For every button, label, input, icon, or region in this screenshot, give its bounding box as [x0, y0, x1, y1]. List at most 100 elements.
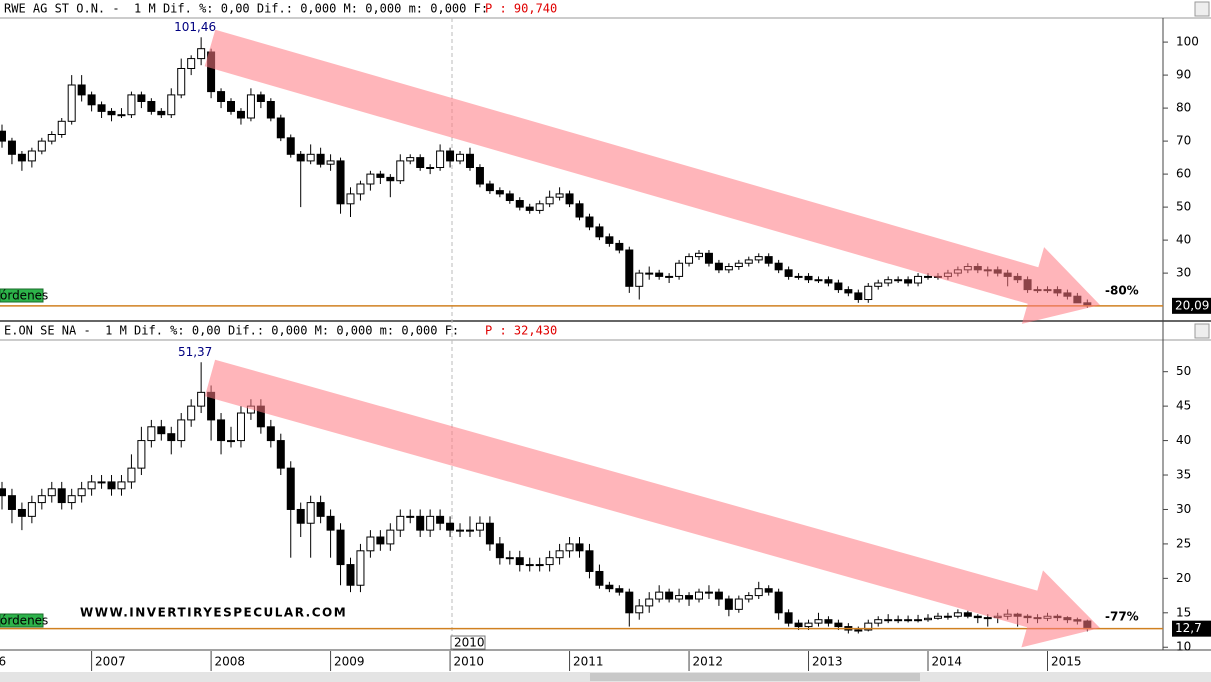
- candle-body: [565, 543, 574, 552]
- candle-body: [396, 515, 405, 531]
- candle-body: [127, 94, 136, 116]
- y-tick-label: 80: [1176, 101, 1191, 115]
- candle-body: [774, 591, 783, 614]
- candle-body: [336, 160, 345, 205]
- candle-body: [256, 94, 265, 102]
- candle-body: [933, 615, 942, 619]
- candle-body: [784, 612, 793, 624]
- change-label: -80%: [1105, 284, 1139, 298]
- candle-body: [665, 275, 674, 278]
- trend-arrow: [204, 359, 1100, 648]
- candle-body: [217, 91, 226, 102]
- candle-body: [77, 84, 86, 96]
- candle-body: [914, 619, 923, 622]
- candle-body: [505, 193, 514, 202]
- order-label: órdenes: [0, 614, 48, 628]
- candle-body: [824, 279, 833, 284]
- y-tick-label: 20: [1176, 571, 1191, 585]
- candle-body: [426, 167, 435, 170]
- candle-body: [456, 529, 465, 532]
- window-button[interactable]: [1194, 323, 1210, 339]
- candle-body: [675, 595, 684, 600]
- candle-body: [376, 173, 385, 178]
- candle-body: [535, 203, 544, 211]
- candle-body: [645, 272, 654, 275]
- candle-body: [645, 598, 654, 607]
- candle-body: [47, 488, 56, 497]
- candle-body: [625, 591, 634, 614]
- candle-body: [147, 426, 156, 442]
- last-price-label: 20,09: [1175, 298, 1209, 312]
- y-tick-label: 15: [1176, 605, 1191, 619]
- last-price-label: 12,7: [1175, 621, 1202, 635]
- watermark: WWW.INVERTIRYESPECULAR.COM: [80, 606, 347, 620]
- y-tick-label: 35: [1176, 468, 1191, 482]
- candle-body: [794, 622, 803, 628]
- candle-body: [555, 193, 564, 198]
- candle-body: [844, 289, 853, 294]
- candle-body: [246, 94, 255, 119]
- cursor-label: 2010: [454, 636, 485, 650]
- candle-body: [525, 206, 534, 211]
- candle-body: [346, 564, 355, 586]
- change-label: -77%: [1105, 610, 1139, 624]
- candle-body: [137, 94, 146, 102]
- candle-body: [764, 588, 773, 593]
- candle-body: [416, 515, 425, 531]
- candle-body: [465, 153, 474, 169]
- candle-body: [107, 481, 116, 490]
- candle-body: [306, 502, 315, 524]
- candle-body: [535, 564, 544, 567]
- candle-body: [694, 252, 703, 258]
- y-tick-label: 50: [1176, 364, 1191, 378]
- candle-body: [714, 262, 723, 271]
- candle-body: [117, 114, 126, 117]
- candle-body: [864, 622, 873, 631]
- x-tick-label: 2007: [95, 655, 126, 669]
- header-title: E.ON SE NA - 1 M Dif. %: 0,00 Dif.: 0,00…: [4, 324, 459, 338]
- x-tick-label: 2009: [334, 655, 365, 669]
- candle-body: [436, 150, 445, 169]
- candle-body: [227, 100, 236, 112]
- scrollbar-thumb[interactable]: [590, 673, 920, 681]
- window-button[interactable]: [1194, 1, 1210, 17]
- candle-body: [704, 591, 713, 594]
- peak-label: 51,37: [178, 345, 212, 359]
- candle-body: [37, 495, 46, 504]
- peak-label: 101,46: [174, 20, 216, 34]
- candle-body: [884, 279, 893, 284]
- candle-body: [744, 259, 753, 264]
- candle-body: [635, 272, 644, 287]
- candle-body: [316, 502, 325, 517]
- candle-body: [754, 588, 763, 597]
- candle-body: [525, 564, 534, 567]
- candle-body: [316, 153, 325, 165]
- candle-body: [724, 598, 733, 610]
- candle-body: [366, 173, 375, 185]
- candle-body: [227, 440, 236, 443]
- candle-body: [635, 605, 644, 614]
- candle-body: [585, 550, 594, 572]
- candle-body: [834, 622, 843, 628]
- candle-body: [784, 269, 793, 277]
- candle-body: [595, 226, 604, 238]
- candle-body: [864, 285, 873, 301]
- candle-body: [854, 292, 863, 301]
- candle-body: [505, 557, 514, 560]
- candle-body: [97, 104, 106, 112]
- candle-body: [406, 157, 415, 162]
- candle-body: [147, 100, 156, 112]
- candle-body: [545, 196, 554, 205]
- candle-body: [963, 612, 972, 617]
- candle-body: [924, 617, 933, 621]
- last-price-box: [1172, 297, 1211, 314]
- candle-body: [495, 190, 504, 195]
- candle-body: [137, 440, 146, 469]
- candle-body: [456, 153, 465, 162]
- x-tick-label: 2008: [215, 655, 246, 669]
- candle-body: [0, 488, 6, 497]
- candle-body: [565, 193, 574, 205]
- candle-body: [266, 426, 275, 442]
- y-tick-label: 60: [1176, 167, 1191, 181]
